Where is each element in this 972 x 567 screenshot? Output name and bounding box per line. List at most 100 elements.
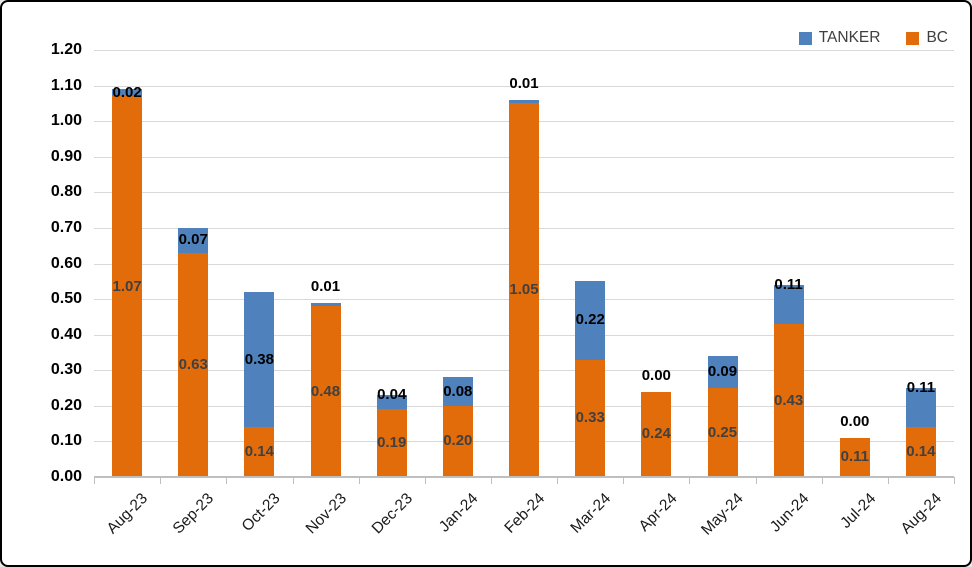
data-label-tanker-aug-23: 0.02 xyxy=(112,83,142,101)
data-label-bc-sep-23: 0.63 xyxy=(178,355,208,373)
data-label-bc-apr-24: 0.24 xyxy=(641,425,671,443)
bar-segment-tanker-mar-24 xyxy=(575,281,606,360)
data-label-tanker-may-24: 0.09 xyxy=(707,363,738,380)
y-tick-label-0.30: 0.30 xyxy=(50,361,82,379)
bar-segment-tanker-aug-23 xyxy=(112,89,143,97)
x-category-label-jan-24: Jan-24 xyxy=(436,490,482,536)
bar-segment-bc-jan-24 xyxy=(442,405,473,477)
x-category-label-jul-24: Jul-24 xyxy=(836,490,879,532)
bar-segment-bc-aug-23 xyxy=(112,96,143,477)
legend-label-tanker: TANKER xyxy=(818,29,881,46)
bar-segment-bc-jun-24 xyxy=(773,324,804,477)
bar-segment-bc-nov-23 xyxy=(310,306,341,477)
data-label-tanker-dec-23: 0.04 xyxy=(377,386,407,404)
data-label-bc-dec-23: 0.19 xyxy=(377,434,407,452)
x-axis-line xyxy=(94,476,954,478)
y-tick-label-1.00: 1.00 xyxy=(50,112,82,130)
bar-segment-tanker-jan-24 xyxy=(442,377,473,406)
data-label-bc-aug-23: 1.07 xyxy=(112,277,142,295)
y-tick-label-1.20: 1.20 xyxy=(50,41,82,58)
x-category-label-aug-23: Aug-23 xyxy=(103,490,152,538)
data-label-tanker-feb-24: 0.01 xyxy=(509,74,539,92)
bar-segment-bc-mar-24 xyxy=(575,359,606,477)
y-tick-label-1.10: 1.10 xyxy=(50,76,82,94)
data-label-tanker-aug-24: 0.11 xyxy=(906,379,936,396)
x-category-label-dec-23: Dec-23 xyxy=(368,490,416,538)
legend-label-bc: BC xyxy=(926,29,948,46)
data-label-tanker-nov-23: 0.01 xyxy=(310,277,341,295)
x-category-label-sep-23: Sep-23 xyxy=(169,490,218,538)
x-axis-tick xyxy=(755,477,757,484)
bar-segment-tanker-nov-23 xyxy=(310,302,341,307)
bar-segment-bc-apr-24 xyxy=(641,391,672,477)
data-label-bc-feb-24: 1.05 xyxy=(509,281,539,299)
bar-segment-bc-jul-24 xyxy=(839,437,870,477)
x-axis-tick xyxy=(623,477,625,484)
x-category-label-nov-23: Nov-23 xyxy=(302,490,350,538)
x-axis-tick xyxy=(557,477,559,484)
gridline-1.10 xyxy=(94,85,954,87)
x-category-label-may-24: May-24 xyxy=(697,490,747,539)
x-category-label-oct-23: Oct-23 xyxy=(238,490,284,535)
bar-segment-tanker-sep-23 xyxy=(178,227,209,253)
legend-item-tanker: TANKER xyxy=(798,29,881,47)
x-axis-tick xyxy=(954,477,955,484)
bar-segment-bc-oct-23 xyxy=(244,427,275,477)
bar-segment-tanker-dec-23 xyxy=(376,395,407,410)
bar-segment-tanker-may-24 xyxy=(707,356,738,388)
y-tick-label-0.40: 0.40 xyxy=(50,325,82,343)
x-axis-tick xyxy=(160,477,162,484)
data-label-bc-mar-24: 0.33 xyxy=(575,409,605,427)
data-label-tanker-sep-23: 0.07 xyxy=(178,231,208,249)
x-axis-tick xyxy=(887,477,889,484)
x-axis-tick xyxy=(821,477,823,484)
data-label-tanker-jul-24: 0.00 xyxy=(840,412,870,430)
x-axis-tick xyxy=(490,477,492,484)
y-tick-label-0.10: 0.10 xyxy=(50,432,82,450)
x-category-label-apr-24: Apr-24 xyxy=(635,490,681,535)
data-label-tanker-jan-24: 0.08 xyxy=(443,382,473,400)
x-axis-tick xyxy=(292,477,294,484)
chart-legend: TANKER BC xyxy=(798,29,948,47)
data-label-bc-jan-24: 0.20 xyxy=(443,432,473,450)
x-category-label-jun-24: Jun-24 xyxy=(767,490,813,536)
x-axis-tick xyxy=(424,477,426,484)
data-label-tanker-mar-24: 0.22 xyxy=(575,311,605,329)
y-tick-label-0.90: 0.90 xyxy=(50,147,82,165)
bar-segment-bc-dec-23 xyxy=(376,409,407,477)
data-label-tanker-apr-24: 0.00 xyxy=(641,366,671,384)
x-axis-tick xyxy=(94,477,95,484)
legend-item-bc: BC xyxy=(906,29,948,47)
data-label-tanker-oct-23: 0.38 xyxy=(244,350,274,368)
legend-swatch-bc xyxy=(906,31,920,45)
bar-segment-tanker-aug-24 xyxy=(905,388,936,428)
x-category-label-feb-24: Feb-24 xyxy=(501,490,549,537)
data-label-tanker-jun-24: 0.11 xyxy=(774,275,803,293)
bar-segment-tanker-jun-24 xyxy=(773,284,804,324)
y-tick-label-0.20: 0.20 xyxy=(50,396,82,414)
y-tick-label-0.60: 0.60 xyxy=(50,254,82,272)
x-category-label-aug-24: Aug-24 xyxy=(897,490,945,538)
y-tick-label-0.50: 0.50 xyxy=(50,290,82,308)
x-axis-tick xyxy=(689,477,691,484)
data-label-bc-jun-24: 0.43 xyxy=(773,391,804,409)
x-axis-tick xyxy=(226,477,228,484)
x-axis-tick xyxy=(358,477,360,484)
bar-segment-bc-aug-24 xyxy=(905,427,936,477)
x-category-label-mar-24: Mar-24 xyxy=(567,490,615,537)
data-label-bc-oct-23: 0.14 xyxy=(244,443,274,461)
gridline-1.20 xyxy=(94,50,954,51)
bar-segment-tanker-oct-23 xyxy=(244,292,275,428)
y-tick-label-0.00: 0.00 xyxy=(50,468,82,485)
bar-segment-tanker-feb-24 xyxy=(509,99,539,104)
bar-segment-bc-feb-24 xyxy=(509,103,539,477)
data-label-bc-may-24: 0.25 xyxy=(707,423,738,441)
data-label-bc-jul-24: 0.11 xyxy=(840,448,869,466)
y-tick-label-0.80: 0.80 xyxy=(50,183,82,201)
data-label-bc-aug-24: 0.14 xyxy=(906,443,936,461)
legend-swatch-tanker xyxy=(798,31,812,45)
y-tick-label-0.70: 0.70 xyxy=(50,218,82,236)
bar-segment-bc-sep-23 xyxy=(178,252,209,477)
bar-segment-bc-may-24 xyxy=(707,388,738,477)
